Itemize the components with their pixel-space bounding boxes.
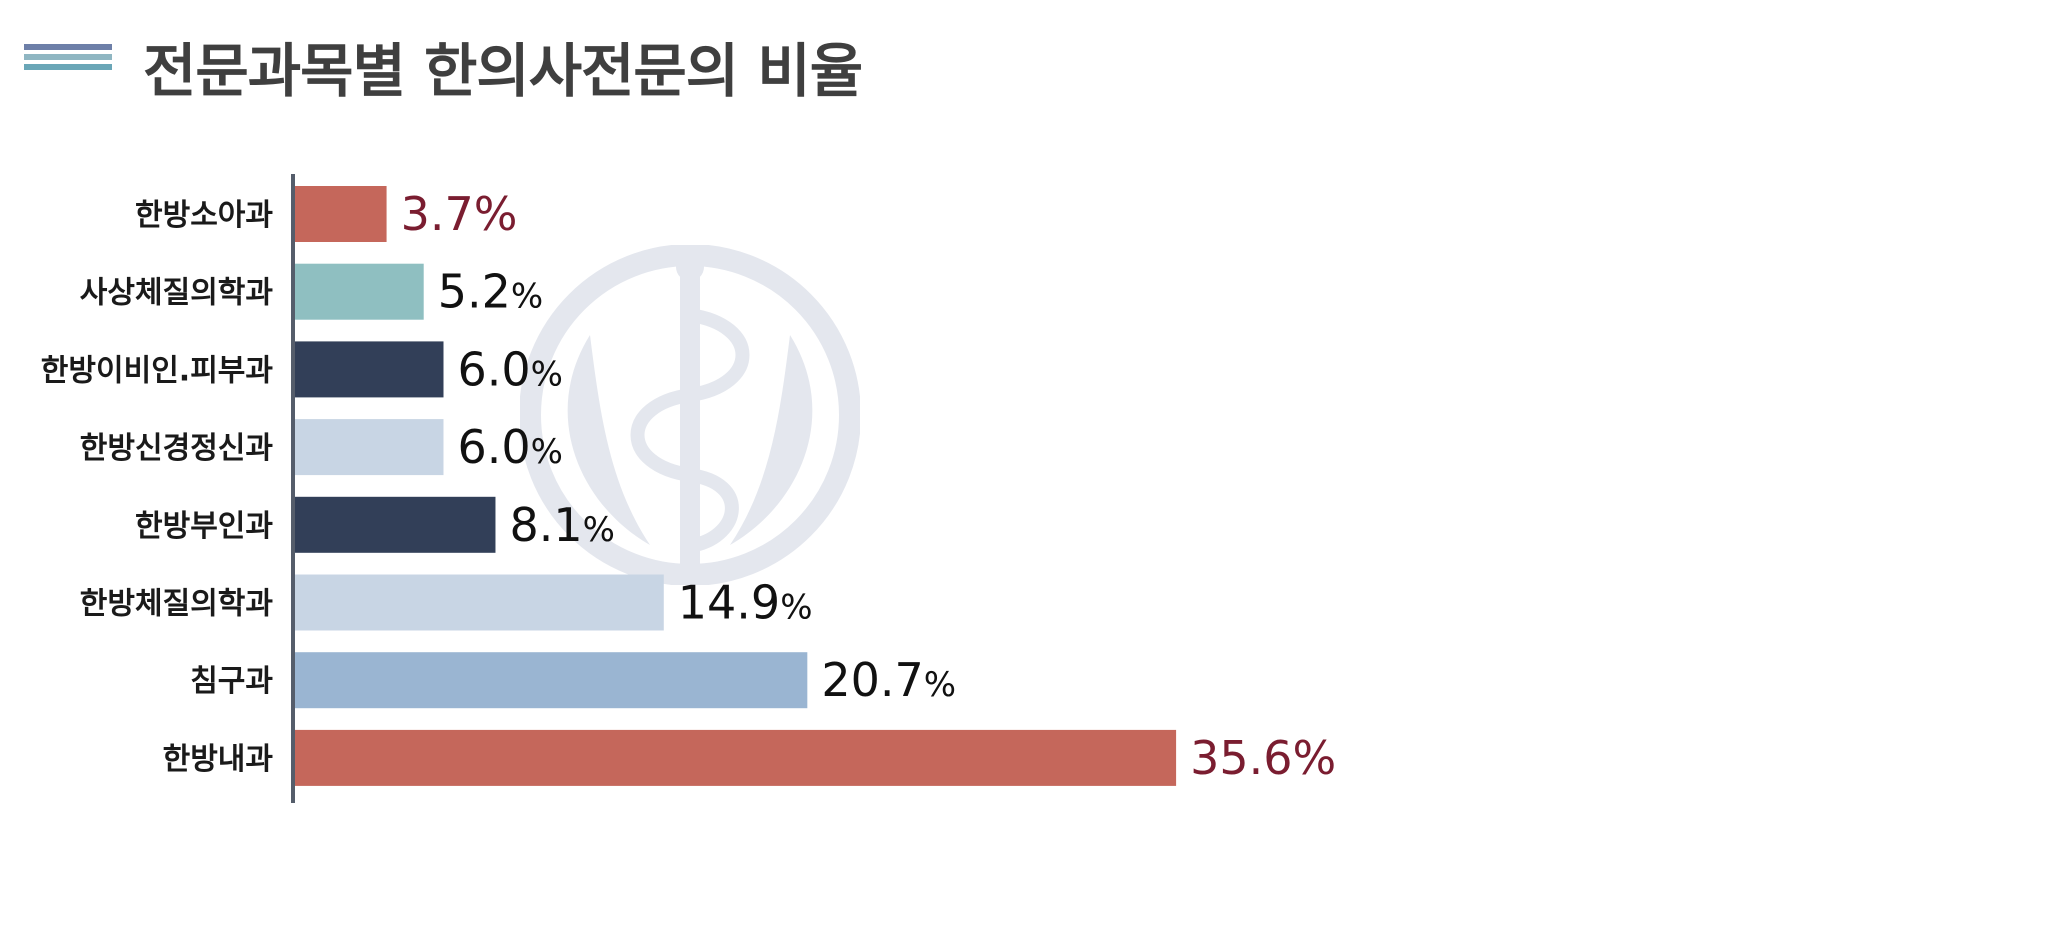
value-label: 5.2% [438, 265, 543, 319]
value-label: 6.0% [458, 420, 563, 474]
value-label: 14.9% [678, 576, 813, 630]
chart-title: 전문과목별 한의사전문의 비율 [143, 37, 863, 105]
category-label: 한방소아과 [135, 198, 273, 233]
bar [295, 341, 444, 398]
bar [295, 729, 1177, 786]
value-label: 6.0% [458, 342, 563, 396]
category-label: 사상체질의학과 [80, 276, 274, 311]
value-label: 35.6% [1190, 731, 1336, 785]
bar [295, 186, 387, 242]
value-label: 8.1% [509, 498, 614, 552]
title-lines-icon [24, 44, 112, 78]
bar [295, 496, 496, 553]
bar [295, 574, 664, 631]
bar [295, 263, 424, 320]
category-label: 한방이비인.피부과 [41, 353, 274, 388]
category-label: 한방체질의학과 [80, 587, 274, 622]
category-label: 한방신경정신과 [80, 431, 274, 466]
category-label: 침구과 [190, 664, 273, 699]
value-label: 20.7% [821, 653, 956, 707]
bar [295, 419, 444, 476]
category-label: 한방부인과 [135, 509, 273, 544]
category-label: 한방내과 [163, 742, 274, 777]
bar [295, 652, 808, 709]
caduceus-watermark-icon [520, 245, 860, 585]
value-label: 3.7% [401, 187, 518, 241]
